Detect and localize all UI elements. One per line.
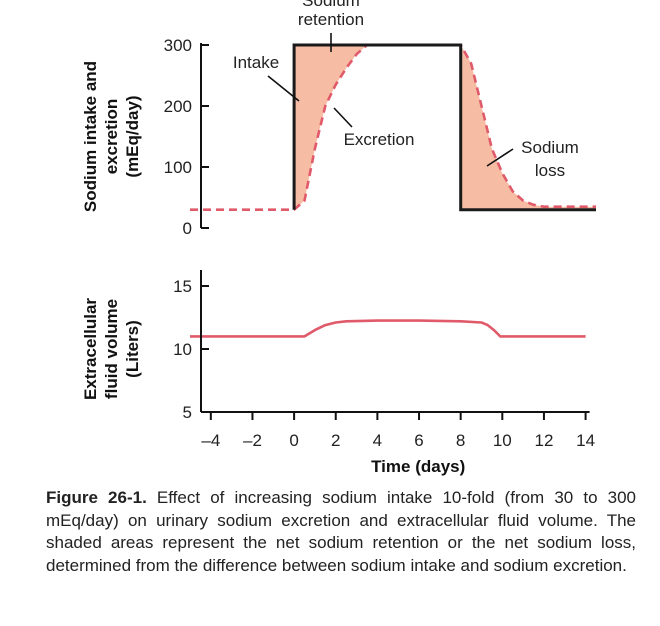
x-axis-label: Time (days): [371, 457, 465, 476]
top-y-axis-label: (mEq/day): [123, 95, 142, 177]
ecf-volume-line: [190, 319, 586, 338]
x-tick-label: 2: [331, 431, 340, 450]
bottom-y-tick-label: 15: [173, 277, 192, 296]
annotation-sodium-retention: retention: [298, 10, 364, 29]
annotation-sodium-loss: Sodium: [521, 138, 579, 157]
bottom-y-tick-label: 10: [173, 340, 192, 359]
annotation-pointer: [333, 107, 353, 128]
top-y-tick-label: 200: [164, 97, 192, 116]
top-y-axis-label: excretion: [102, 99, 121, 175]
annotation-sodium-loss: loss: [535, 161, 565, 180]
top-y-axis-label: Sodium intake and: [81, 61, 100, 212]
shaded-region-sodium-retention: [294, 45, 378, 210]
annotation-sodium-retention: Sodium: [302, 0, 360, 10]
x-tick-label: 4: [373, 431, 382, 450]
top-y-tick-label: 300: [164, 36, 192, 55]
annotation-excretion: Excretion: [344, 130, 415, 149]
bottom-y-axis-label: (Liters): [123, 320, 142, 378]
x-tick-label: 10: [493, 431, 512, 450]
annotation-intake: Intake: [233, 53, 279, 72]
shaded-region-sodium-loss: [460, 45, 596, 210]
bottom-y-tick-label: 5: [183, 403, 192, 422]
sodium-chart: 0 100 200 300 Sodium intake and excretion (mE…: [81, 0, 596, 238]
x-tick-label: 6: [414, 431, 423, 450]
bottom-y-axis-label: fluid volume: [102, 299, 121, 399]
annotation-pointer: [267, 75, 300, 102]
x-tick-label: 0: [289, 431, 298, 450]
ecf-volume-chart: 5 10 15 –4 –2 0 2 4 6 8 10 12 14 Extracellular fluid …: [81, 270, 595, 476]
annotation-pointer: [486, 148, 514, 167]
intake-line: [292, 43, 596, 212]
x-tick-label: –4: [201, 431, 220, 450]
caption-label: Figure 26-1.: [46, 488, 147, 507]
top-y-tick-label: 100: [164, 158, 192, 177]
x-tick-label: –2: [243, 431, 262, 450]
top-y-tick-label: 0: [183, 219, 192, 238]
x-tick-label: 12: [534, 431, 553, 450]
figure-caption: Figure 26-1. Effect of increasing sodium…: [46, 487, 636, 577]
x-tick-label: 8: [456, 431, 465, 450]
bottom-y-axis-label: Extracellular: [81, 298, 100, 400]
x-tick-label: 14: [576, 431, 595, 450]
caption-text: Effect of increasing sodium intake 10-fo…: [46, 488, 636, 575]
